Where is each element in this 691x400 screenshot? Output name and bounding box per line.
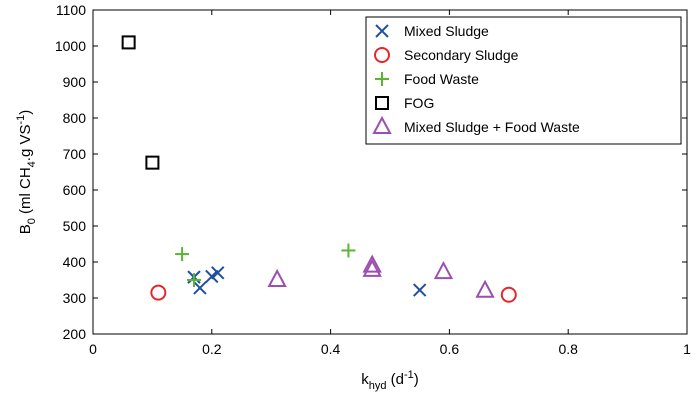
y-tick-label: 600 (63, 182, 87, 198)
y-tick-label: 400 (63, 254, 87, 270)
x-axis-title-unit-open: (d (386, 371, 404, 388)
x-tick-label: 0.8 (558, 341, 578, 357)
legend-label-3: FOG (404, 95, 434, 111)
x-axis-title-sup: -1 (404, 369, 414, 381)
legend: Mixed Sludge Secondary Sludge Food Waste FO… (366, 17, 681, 144)
y-tick-label: 900 (63, 74, 87, 90)
y-axis-title-unit-a: (ml CH (17, 167, 34, 218)
legend-label-4: Mixed Sludge + Food Waste (404, 119, 580, 135)
x-axis-title-unit-close: ) (414, 371, 419, 388)
x-tick-label: 0 (89, 341, 97, 357)
y-tick-label: 500 (63, 218, 87, 234)
y-axis-title-unit-b: .g VS (17, 125, 34, 162)
x-tick-label: 0.2 (202, 341, 222, 357)
legend-label-0: Mixed Sludge (404, 23, 489, 39)
x-tick-label: 1 (683, 341, 691, 357)
y-axis-title-sup: -1 (15, 115, 27, 125)
y-tick-label: 700 (63, 146, 87, 162)
y-axis-title: B0 (ml CH4.g VS-1) (15, 110, 38, 235)
legend-label-2: Food Waste (404, 71, 479, 87)
y-tick-label: 300 (63, 290, 87, 306)
x-tick-label: 0.6 (440, 341, 460, 357)
y-tick-label: 200 (63, 326, 87, 342)
y-tick-label: 1100 (56, 2, 86, 18)
y-axis-title-base: B (17, 224, 34, 234)
y-axis-title-unit-close: ) (17, 110, 34, 115)
y-tick-label: 800 (63, 110, 87, 126)
y-tick-label: 1000 (55, 38, 86, 54)
x-axis-title: khyd (d-1) (361, 369, 419, 392)
legend-label-1: Secondary Sludge (404, 47, 519, 63)
x-tick-label: 0.4 (321, 341, 341, 357)
x-axis-title-sub: hyd (369, 380, 387, 392)
